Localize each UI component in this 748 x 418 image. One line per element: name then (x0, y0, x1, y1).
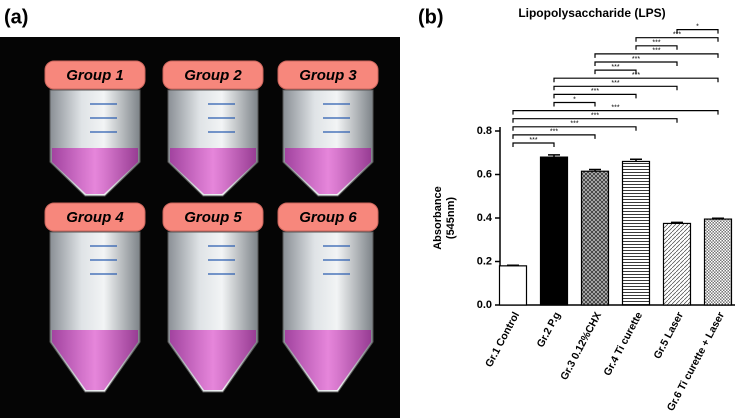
y-tick-label: 0.4 (477, 212, 493, 224)
bar (621, 160, 651, 306)
error-bar (671, 221, 683, 224)
significance-bracket (594, 53, 719, 58)
significance-bracket (635, 45, 678, 50)
significance-bracket (553, 93, 637, 99)
error-bar (548, 154, 560, 158)
y-tick-label: 0.0 (477, 299, 492, 311)
y-axis-label-line: (545nm) (445, 197, 457, 240)
group-tag (44, 60, 146, 90)
significance-bracket (553, 101, 596, 107)
group-tag (162, 202, 264, 232)
significance-label: *** (570, 121, 578, 128)
bar (662, 222, 692, 306)
significance-bracket (594, 61, 678, 66)
x-tick-label: Gr.4 Ti curette (601, 310, 645, 378)
significance-label: *** (550, 129, 558, 136)
significance-bracket (512, 142, 555, 147)
significance-bracket (512, 134, 596, 139)
panel-label: (b) (418, 6, 444, 28)
liquid (52, 330, 138, 390)
significance-label: *** (611, 104, 619, 111)
panel-label: (a) (4, 6, 28, 28)
bar (498, 265, 528, 306)
significance-label: *** (652, 48, 660, 55)
group-label: Group 5 (184, 209, 242, 226)
group-label: Group 2 (184, 67, 242, 84)
photo: Group 1 Group 2 Group 3 Group 4 Group 5 Group… (44, 60, 379, 393)
liquid (52, 148, 138, 194)
x-tick-label: Gr.1 Control (483, 310, 522, 369)
error-bar (507, 264, 519, 266)
y-tick-label: 0.2 (477, 255, 492, 267)
significance-label: * (696, 23, 699, 30)
significance-bracket (594, 69, 637, 75)
error-bar (712, 217, 724, 220)
error-bar (630, 158, 642, 162)
y-axis-label: Absorbance(545nm) (432, 186, 457, 250)
significance-bracket (512, 126, 637, 131)
significance-label: *** (632, 72, 640, 79)
liquid (170, 148, 256, 194)
significance-bracket (635, 37, 719, 42)
group-label: Group 3 (299, 67, 357, 84)
chart-title: Lipopolysaccharide (LPS) (518, 6, 665, 20)
significance-bracket (553, 77, 719, 83)
error-bar (589, 168, 601, 172)
y-axis-label-line: Absorbance (432, 186, 444, 250)
group-tag (277, 202, 379, 232)
significance-label: *** (591, 113, 599, 120)
group-tag (162, 60, 264, 90)
significance-label: *** (652, 40, 660, 47)
significance-label: *** (529, 137, 537, 144)
significance-label: *** (632, 56, 640, 63)
liquid (285, 148, 371, 194)
x-tick-label: Gr.2 P.g (535, 310, 564, 349)
group-tag (277, 60, 379, 90)
significance-label: *** (611, 80, 619, 87)
bar (539, 156, 569, 306)
group-tag (44, 202, 146, 232)
significance-bracket (553, 85, 678, 91)
liquid (285, 330, 371, 390)
group-label: Group 6 (299, 209, 357, 226)
liquid (170, 330, 256, 390)
significance-label: * (573, 96, 576, 103)
bar (703, 218, 733, 306)
significance-bracket (512, 118, 678, 123)
group-label: Group 1 (66, 67, 124, 84)
x-tick-label: Gr.5 Laser (651, 310, 686, 361)
chart: 0.0 0.2 0.4 0.6 0.8 Absorbance(545nm) Gr.1 Con… (432, 23, 735, 413)
y-tick-label: 0.8 (477, 125, 492, 137)
significance-bracket (676, 29, 719, 34)
y-tick-label: 0.6 (477, 168, 492, 180)
x-tick-label: Gr.3 0.12%CHX (558, 310, 604, 382)
significance-label: *** (591, 88, 599, 95)
significance-bracket (512, 110, 719, 115)
bar (580, 170, 610, 306)
significance-label: *** (673, 32, 681, 39)
group-label: Group 4 (66, 209, 124, 226)
significance-label: *** (611, 64, 619, 71)
